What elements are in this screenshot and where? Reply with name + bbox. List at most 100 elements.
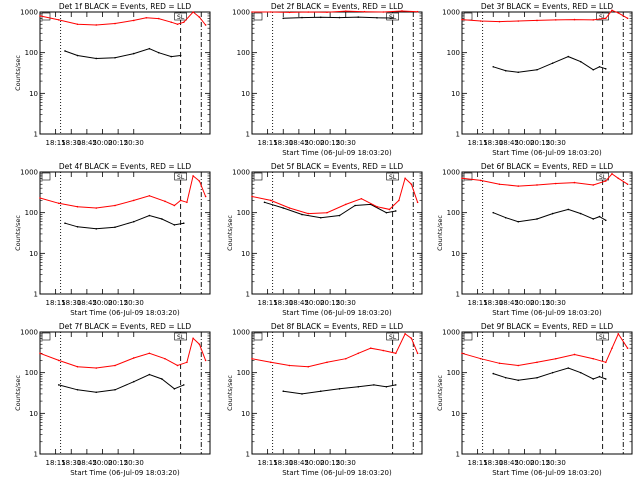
y-tick-label: 1 xyxy=(34,291,38,299)
data-point-events xyxy=(148,214,151,217)
data-point-events xyxy=(132,220,135,223)
data-point-lld xyxy=(554,357,557,360)
chart-panel-5: Det 5f BLACK = Events, RED = LLD 1 10 100 10… xyxy=(226,162,423,317)
x-tick-label: 18:30 xyxy=(273,299,293,307)
data-point-lld xyxy=(57,202,60,205)
data-point-events xyxy=(579,371,582,374)
data-point-events xyxy=(536,376,538,379)
data-point-lld xyxy=(344,203,347,206)
data-point-lld xyxy=(479,357,482,360)
y-tick-label: 10 xyxy=(241,410,250,418)
sl-marker-box xyxy=(386,172,399,181)
data-point-events xyxy=(567,55,570,58)
data-point-lld xyxy=(382,349,385,352)
plot-frame xyxy=(251,171,423,295)
series-line-events xyxy=(283,16,393,19)
series-line-events xyxy=(64,48,181,60)
corner-marker xyxy=(253,12,263,21)
data-point-lld xyxy=(382,11,385,13)
series-line-events xyxy=(493,367,606,381)
data-point-lld xyxy=(182,21,185,24)
data-point-lld xyxy=(626,17,629,20)
data-point-lld xyxy=(604,17,607,20)
data-point-events xyxy=(391,17,394,19)
series-line-events xyxy=(264,201,396,219)
data-point-events xyxy=(319,16,322,19)
data-point-lld xyxy=(326,361,328,364)
y-tick-label: 10 xyxy=(241,90,250,98)
x-tick-label: 18:30 xyxy=(61,139,81,147)
plot-frame xyxy=(251,11,423,135)
y-tick-label: 1000 xyxy=(442,9,460,17)
x-tick-label: 20:00 xyxy=(92,139,112,147)
data-point-lld xyxy=(76,365,79,368)
data-point-lld xyxy=(479,20,482,22)
data-point-events xyxy=(394,384,397,386)
x-tick-label: 20:00 xyxy=(514,299,534,307)
data-point-events xyxy=(592,68,595,71)
data-point-lld xyxy=(360,197,363,200)
data-point-lld xyxy=(573,181,576,184)
data-point-lld xyxy=(592,184,595,186)
plot-frame xyxy=(39,331,211,455)
corner-marker xyxy=(463,12,473,21)
y-tick-label: 100 xyxy=(237,209,250,217)
y-tick-label: 10 xyxy=(241,250,250,258)
y-tick-label: 10 xyxy=(29,410,38,418)
data-point-lld xyxy=(192,337,194,340)
data-point-lld xyxy=(132,357,135,359)
data-point-lld xyxy=(626,347,629,349)
y-tick-label: 1 xyxy=(456,131,460,139)
data-point-lld xyxy=(626,183,629,186)
y-tick-label: 100 xyxy=(447,369,460,377)
data-point-lld xyxy=(148,194,151,197)
data-point-events xyxy=(76,225,79,228)
x-tick-label: 20:00 xyxy=(304,299,324,307)
x-axis-label: Start Time (06-Jul-09 18:03:20) xyxy=(282,149,392,157)
data-point-events xyxy=(517,220,520,223)
data-point-events xyxy=(182,384,185,386)
data-point-lld xyxy=(479,179,482,182)
data-point-events xyxy=(492,65,495,68)
data-point-events xyxy=(282,17,285,20)
data-point-lld xyxy=(498,183,501,186)
series-line-lld xyxy=(39,175,207,209)
data-point-lld xyxy=(269,361,272,364)
data-point-events xyxy=(385,211,388,214)
data-point-events xyxy=(492,211,495,214)
data-point-lld xyxy=(573,353,576,356)
y-tick-label: 1000 xyxy=(20,169,38,177)
chart-panel-9: Det 9f BLACK = Events, RED = LLD 1 10 100 10… xyxy=(436,322,633,477)
x-tick-label: 18:30 xyxy=(61,299,81,307)
data-point-lld xyxy=(461,177,463,180)
data-point-events xyxy=(76,54,79,57)
x-tick-label: 18:15 xyxy=(468,139,488,147)
x-tick-label: 20:15 xyxy=(320,459,340,467)
x-tick-label: 20:30 xyxy=(124,459,144,467)
data-point-lld xyxy=(410,183,413,186)
data-point-events xyxy=(338,214,341,217)
plot-frame xyxy=(39,11,211,135)
data-point-events xyxy=(114,226,116,228)
data-point-events xyxy=(338,16,341,19)
data-point-lld xyxy=(536,184,538,186)
series-line-events xyxy=(493,208,607,223)
sl-marker-label: SL xyxy=(389,174,397,181)
sl-marker-box xyxy=(386,332,399,341)
data-point-lld xyxy=(192,175,194,177)
data-point-lld xyxy=(204,195,207,198)
y-tick-label: 100 xyxy=(25,49,38,57)
data-point-lld xyxy=(198,343,201,346)
x-tick-label: 18:45 xyxy=(77,459,97,467)
data-point-events xyxy=(301,16,303,19)
x-tick-label: 18:30 xyxy=(483,459,503,467)
data-point-events xyxy=(132,380,135,383)
data-point-lld xyxy=(132,19,135,22)
x-tick-label: 20:00 xyxy=(304,139,324,147)
x-tick-label: 18:45 xyxy=(289,139,309,147)
corner-marker xyxy=(41,172,51,181)
data-point-events xyxy=(148,373,151,376)
corner-marker xyxy=(463,332,473,341)
data-point-lld xyxy=(363,10,366,13)
